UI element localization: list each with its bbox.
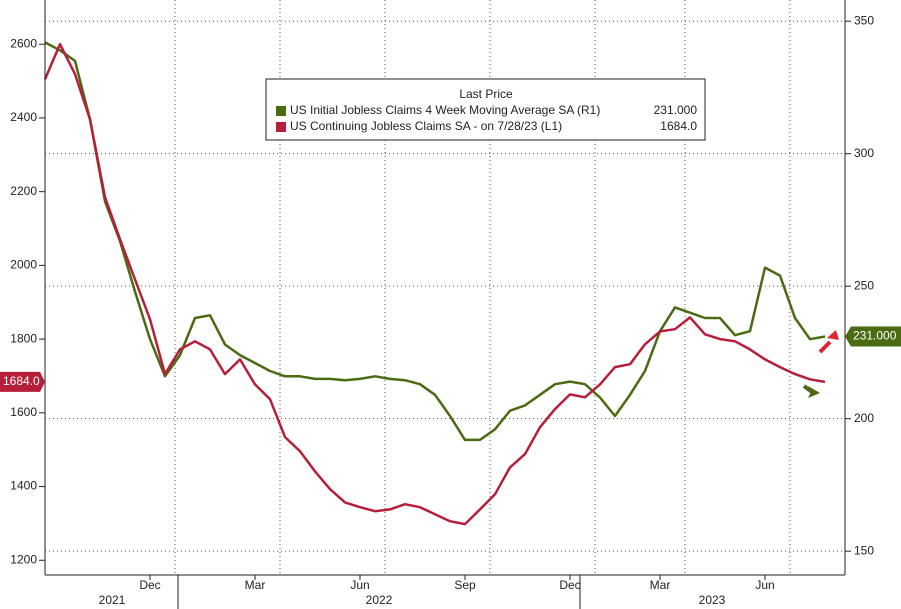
legend-title: Last Price [459,87,513,101]
year-label: 2022 [366,593,393,607]
grid [45,0,845,575]
arrow-icon [827,330,839,340]
y-tick-label: 1200 [10,552,37,566]
y2-tick-label: 300 [854,146,874,160]
legend-swatch [276,106,286,116]
legend-swatch [276,122,286,132]
x-tick-label: Mar [650,578,671,592]
last-value-tag [0,371,45,392]
y2-tick-label: 200 [854,411,874,425]
y-tick-label: 1400 [10,479,37,493]
last-value-label: 231.000 [853,329,897,343]
legend-label: US Continuing Jobless Claims SA - on 7/2… [290,119,562,133]
x-tick-label: Sep [454,578,476,592]
ticks: 1200 1400 1600 1800 2000 2200 2400 2600 150 200 25… [0,13,901,607]
arrow-icon [802,384,814,394]
arrow-icon [818,340,832,354]
x-tick-label: Jun [755,578,774,592]
legend-value: 231.000 [654,103,698,117]
x-tick-label: Dec [559,578,580,592]
x-tick-label: Mar [245,578,266,592]
y-tick-label: 1600 [10,405,37,419]
legend-label: US Initial Jobless Claims 4 Week Moving … [290,103,600,117]
y-tick-label: 2000 [10,258,37,272]
year-label: 2021 [99,593,126,607]
series-line [43,42,826,526]
y2-tick-label: 350 [854,13,874,27]
legend-box [265,78,706,141]
y2-tick-label: 150 [854,543,874,557]
last-value-label: 1684.0 [3,374,40,388]
lines [43,41,826,526]
legend-value: 1684.0 [660,119,697,133]
x-tick-label: Jun [350,578,369,592]
y-tick-label: 2400 [10,110,37,124]
y-tick-label: 2600 [10,36,37,50]
series-line [44,41,826,442]
x-tick-label: Dec [139,578,160,592]
last-value-tag [845,326,901,347]
year-label: 2023 [699,593,726,607]
legend: Last Price US Initial Jobless Claims 4 W… [265,78,706,141]
y2-tick-label: 250 [854,278,874,292]
y-tick-label: 2200 [10,184,37,198]
y-tick-label: 1800 [10,331,37,345]
